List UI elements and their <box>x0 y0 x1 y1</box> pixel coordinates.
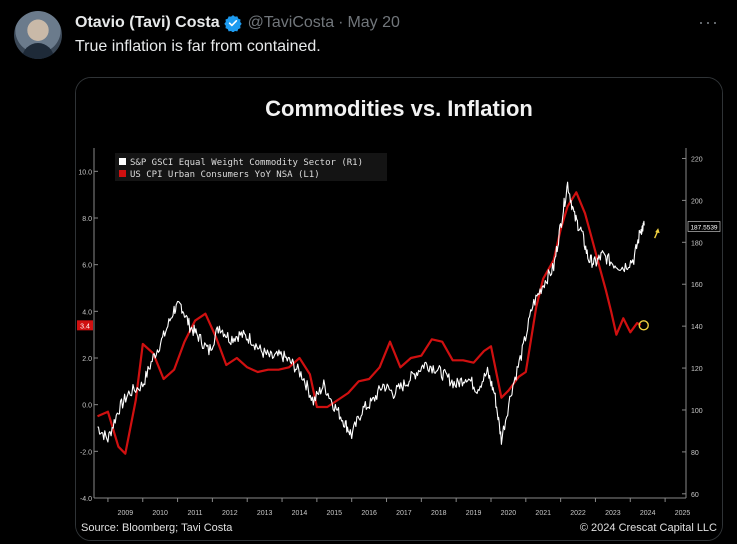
commodity-series-line <box>97 181 645 445</box>
x-tick-label: 2022 <box>570 510 586 517</box>
chart-legend: S&P GSCI Equal Weight Commodity Sector (… <box>115 153 387 181</box>
right-tick-label: 80 <box>691 450 699 457</box>
cpi-last-value-label: 3.4 <box>80 323 90 330</box>
x-tick-label: 2025 <box>675 510 691 517</box>
tweet-text: True inflation is far from contained. <box>75 38 321 55</box>
separator: · <box>338 14 344 31</box>
verified-badge-icon <box>223 15 242 32</box>
x-tick-label: 2011 <box>187 510 202 517</box>
commodity-last-value-label: 187.5539 <box>690 224 717 231</box>
right-tick-label: 160 <box>691 282 703 289</box>
right-tick-label: 220 <box>691 156 703 163</box>
cpi-last-value-box <box>77 320 93 331</box>
x-tick-label: 2016 <box>361 510 377 517</box>
x-tick-label: 2014 <box>292 510 308 517</box>
x-tick-label: 2017 <box>396 510 412 517</box>
legend-label-cpi: US CPI Urban Consumers YoY NSA (L1) <box>130 170 320 180</box>
commodity-last-value-box <box>687 221 721 232</box>
x-tick-label: 2009 <box>118 510 134 517</box>
x-tick-label: 2023 <box>605 510 621 517</box>
legend-label-commodity: S&P GSCI Equal Weight Commodity Sector (… <box>130 158 363 168</box>
footer-source: Source: Bloomberg; Tavi Costa <box>81 522 233 534</box>
author-name[interactable]: Otavio (Tavi) Costa <box>75 14 220 31</box>
more-options-icon[interactable]: ··· <box>698 12 719 32</box>
left-tick-label: -2.0 <box>80 449 92 456</box>
left-tick-label: -4.0 <box>80 496 92 503</box>
left-tick-label: 4.0 <box>82 309 92 316</box>
chart-image[interactable]: Commodities vs. Inflation 10.0 8.0 6.0 4.0 2… <box>75 77 723 541</box>
cpi-series-line <box>97 191 642 455</box>
chart-svg: Commodities vs. Inflation 10.0 8.0 6.0 4.0 2… <box>76 78 722 540</box>
legend-swatch-commodity <box>119 158 126 165</box>
author-handle[interactable]: @TaviCosta <box>247 14 335 31</box>
left-tick-label: 0.0 <box>82 403 92 410</box>
left-tick-label: 10.0 <box>78 169 92 176</box>
x-tick-label: 2020 <box>501 510 517 517</box>
left-tick-label: 6.0 <box>82 263 92 270</box>
right-tick-label: 140 <box>691 324 703 331</box>
right-tick-label: 60 <box>691 492 699 499</box>
chart-title: Commodities vs. Inflation <box>265 96 533 121</box>
x-tick-label: 2021 <box>535 510 551 517</box>
x-tick-label: 2013 <box>257 510 273 517</box>
right-tick-label: 200 <box>691 198 703 205</box>
x-tick-label: 2010 <box>152 510 168 517</box>
left-tick-label: 2.0 <box>82 356 92 363</box>
author-avatar[interactable] <box>14 11 62 59</box>
right-tick-label: 100 <box>691 408 703 415</box>
tweet-date[interactable]: May 20 <box>347 14 400 31</box>
right-tick-label: 120 <box>691 366 703 373</box>
x-tick-label: 2018 <box>431 510 447 517</box>
left-tick-label: 8.0 <box>82 216 92 223</box>
x-tick-label: 2019 <box>466 510 482 517</box>
right-tick-label: 180 <box>691 240 703 247</box>
tweet-header: Otavio (Tavi) Costa @TaviCosta · May 20 <box>75 12 400 34</box>
x-tick-label: 2015 <box>326 510 342 517</box>
footer-copyright: © 2024 Crescat Capital LLC <box>580 522 717 534</box>
arrow-head-icon <box>655 228 660 234</box>
x-tick-label: 2024 <box>640 510 656 517</box>
legend-swatch-cpi <box>119 170 126 177</box>
x-tick-label: 2012 <box>222 510 238 517</box>
cpi-highlight-circle <box>638 320 649 331</box>
